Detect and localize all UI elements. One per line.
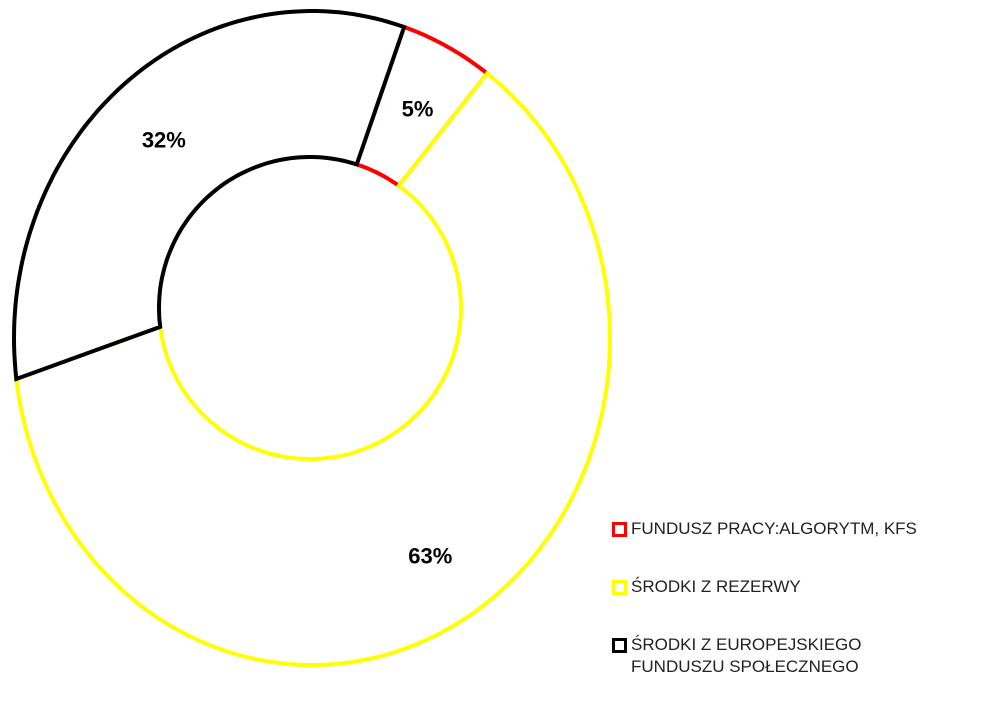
legend-swatch <box>612 638 627 653</box>
value-label: 5% <box>402 97 434 122</box>
legend-item: ŚRODKI Z EUROPEJSKIEGO FUNDUSZU SPOŁECZN… <box>612 634 932 678</box>
legend-item: FUNDUSZ PRACY:ALGORYTM, KFS <box>612 518 932 540</box>
legend-swatch <box>612 580 627 595</box>
value-label: 32% <box>142 127 186 152</box>
value-label: 63% <box>408 543 452 568</box>
legend: FUNDUSZ PRACY:ALGORYTM, KFS ŚRODKI Z REZE… <box>612 518 932 714</box>
legend-label: ŚRODKI Z REZERWY <box>631 577 801 596</box>
chart: 5% 63% 32% <box>11 9 613 668</box>
legend-swatch <box>612 522 627 537</box>
legend-item: ŚRODKI Z REZERWY <box>612 576 932 598</box>
donut-segment <box>11 9 407 382</box>
legend-label: FUNDUSZ PRACY:ALGORYTM, KFS <box>631 519 917 538</box>
page: 5% 63% 32% FUNDUSZ PRACY:ALGORYTM, KFS ŚROD… <box>11 9 917 676</box>
legend-label: ŚRODKI Z EUROPEJSKIEGO FUNDUSZU SPOŁECZN… <box>631 635 862 676</box>
